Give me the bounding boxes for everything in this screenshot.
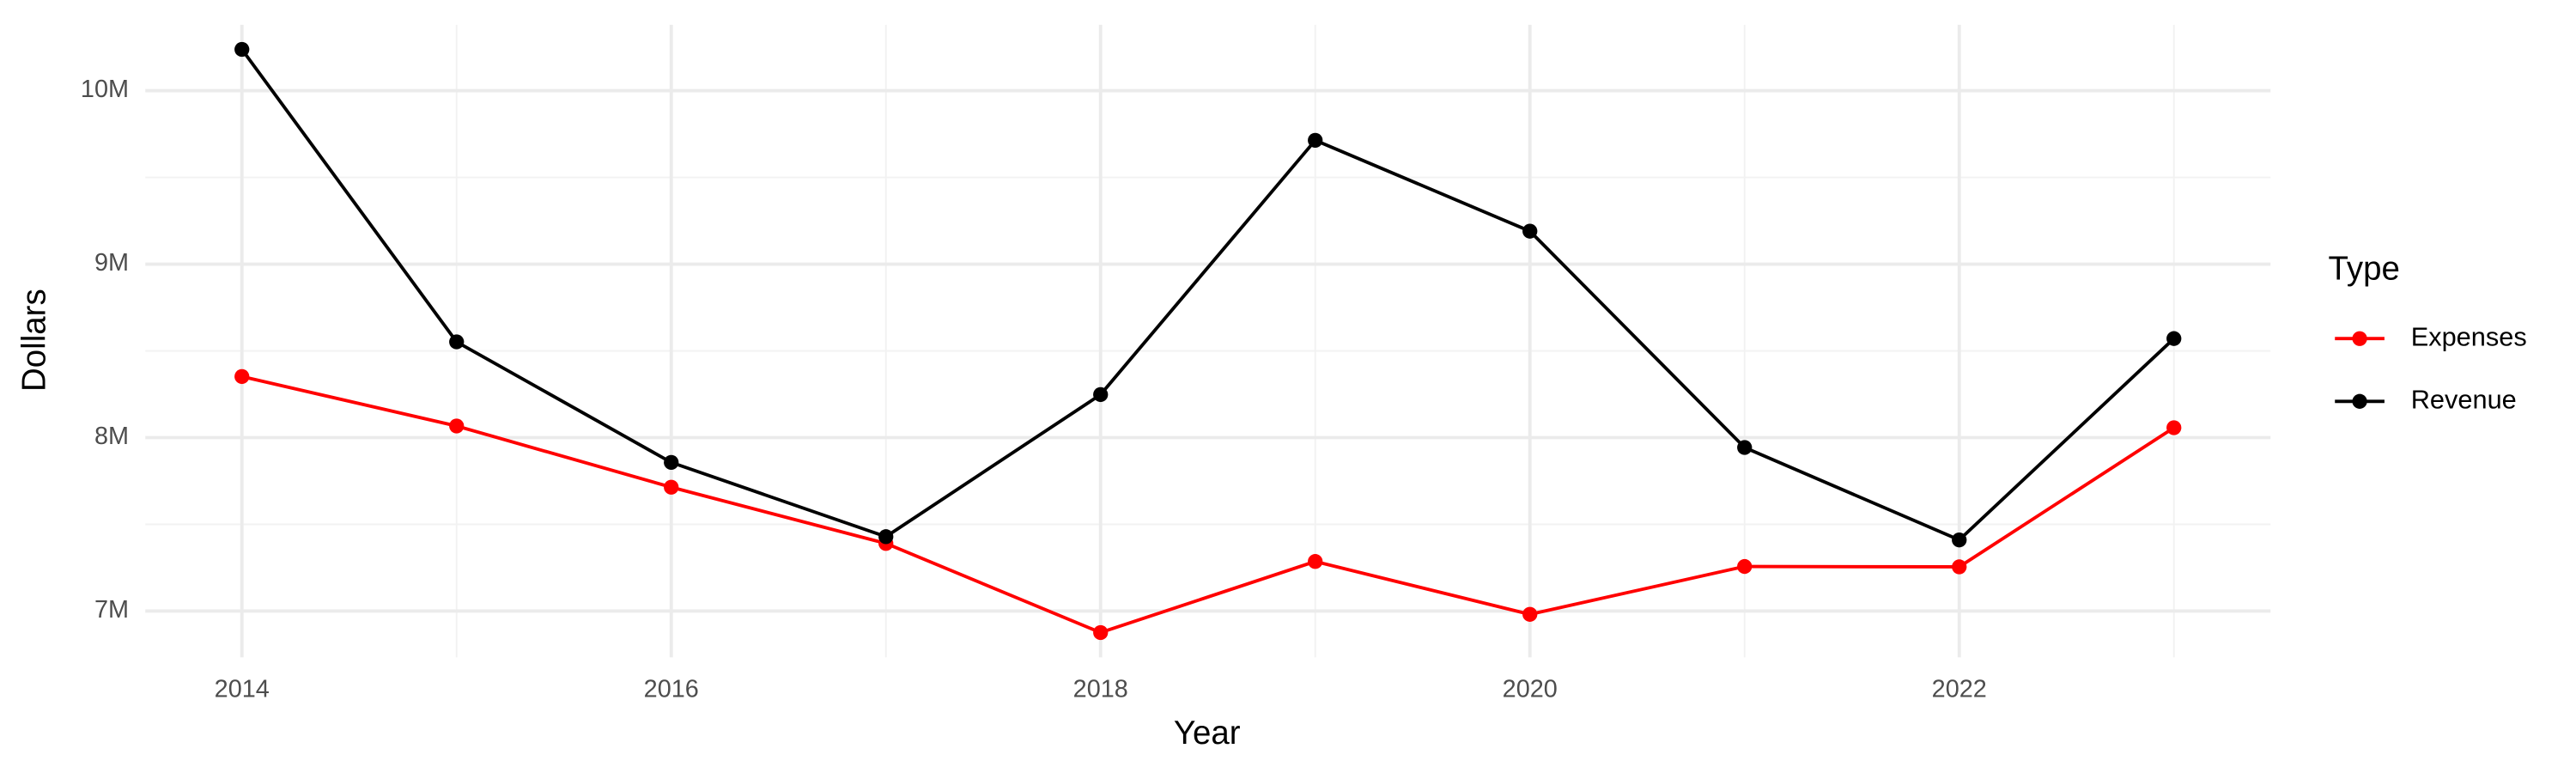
- data-point: [1737, 440, 1753, 455]
- x-tick-label: 2016: [644, 675, 699, 703]
- plot-area: 7M 8M 9M 10M 2014 2016 2018 2020 2022: [81, 24, 2271, 703]
- data-point: [664, 454, 679, 471]
- y-axis-title: Dollars: [15, 289, 52, 392]
- data-point: [1737, 558, 1753, 575]
- legend-label: Revenue: [2411, 384, 2517, 414]
- legend-swatch-point: [2352, 331, 2367, 346]
- x-tick-label: 2018: [1073, 675, 1128, 703]
- y-tick-label: 10M: [81, 76, 129, 103]
- data-point: [1952, 559, 1967, 575]
- y-tick-label: 7M: [94, 596, 129, 624]
- series-line: [241, 374, 2175, 635]
- data-point: [449, 334, 465, 350]
- legend-title: Type: [2329, 251, 2400, 288]
- data-point: [1093, 624, 1109, 641]
- data-point: [234, 41, 250, 58]
- x-tick-label: 2014: [215, 675, 270, 703]
- data-point: [2166, 420, 2182, 435]
- y-tick-label: 8M: [94, 423, 129, 450]
- data-point: [1952, 533, 1967, 548]
- data-point: [1522, 223, 1538, 239]
- x-axis-title: Year: [1174, 715, 1241, 752]
- data-point: [1522, 606, 1538, 622]
- data-point: [2166, 331, 2182, 346]
- data-point: [1308, 132, 1323, 149]
- data-point: [449, 418, 465, 434]
- data-point: [664, 479, 679, 495]
- y-tick-label: 9M: [94, 249, 129, 277]
- data-point: [234, 368, 250, 385]
- legend-label: Expenses: [2411, 321, 2527, 351]
- legend-swatch-point: [2352, 393, 2367, 409]
- data-point: [878, 529, 894, 545]
- x-tick-label: 2022: [1932, 675, 1987, 703]
- data-point: [1308, 554, 1323, 569]
- data-point: [1093, 386, 1109, 403]
- x-tick-label: 2020: [1503, 675, 1558, 703]
- series-line: [240, 48, 2176, 542]
